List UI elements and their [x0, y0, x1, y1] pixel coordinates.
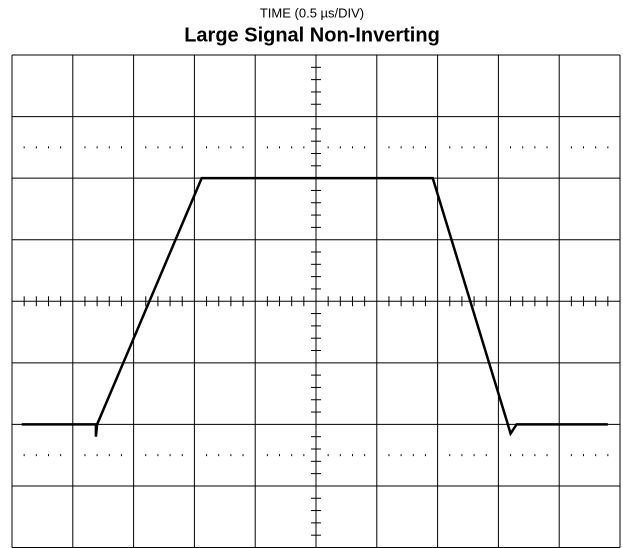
x-axis-label: TIME (0.5 µs/DIV): [260, 5, 364, 20]
line: [21, 176, 608, 437]
chart-title: Large Signal Non-Inverting: [184, 24, 440, 46]
